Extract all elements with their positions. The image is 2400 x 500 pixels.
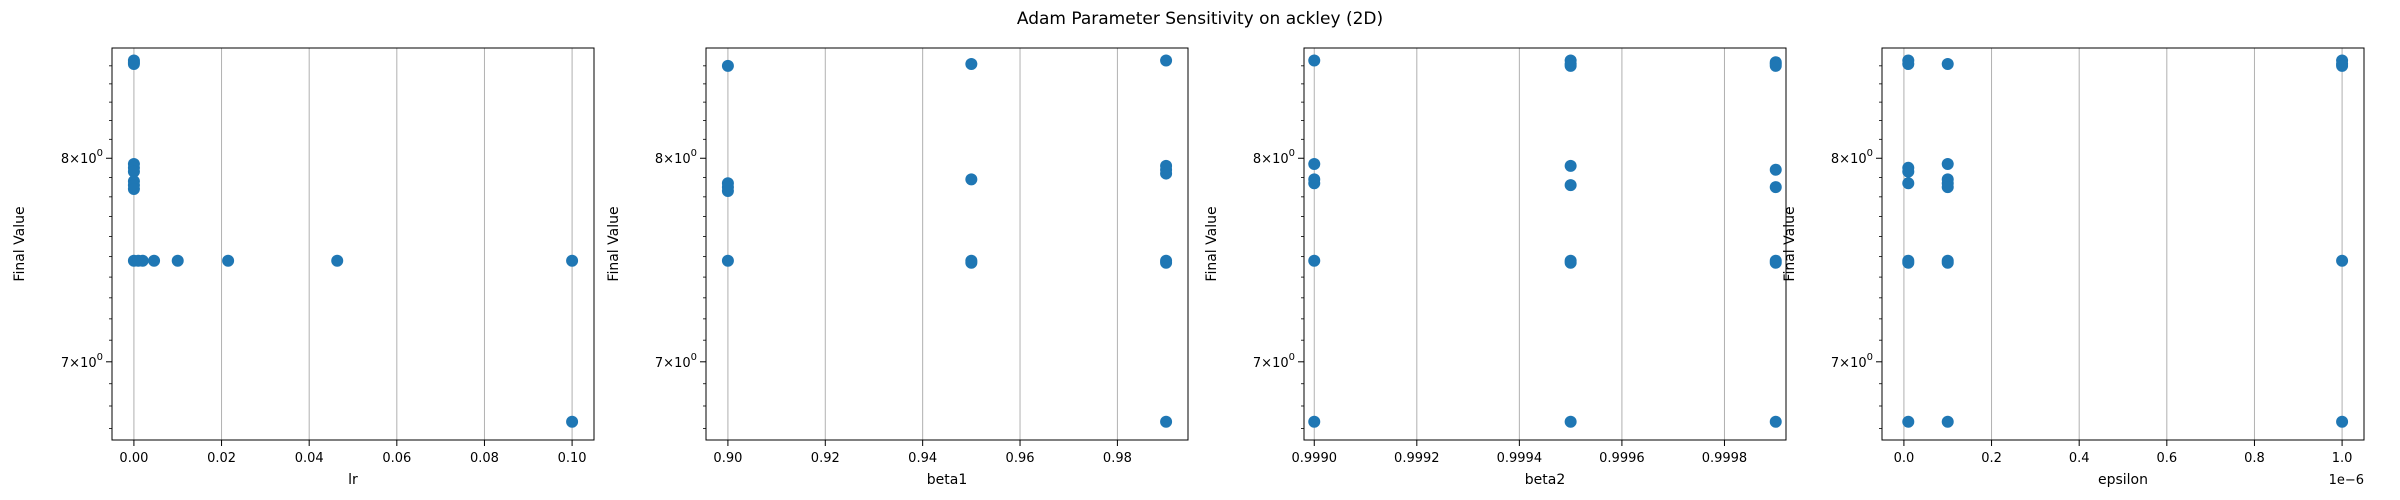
x-tick-label: 0.9996 bbox=[1599, 451, 1645, 466]
x-axis-label: epsilon bbox=[2098, 472, 2148, 488]
subplot-4: 8×100 7×100 0.0 0.2 0.4 0.6 0.8 1.0 epsilon Final… bbox=[1782, 47, 2365, 488]
y-tick-label: 7×100 bbox=[655, 352, 697, 371]
data-point bbox=[1769, 181, 1782, 194]
data-point bbox=[136, 254, 149, 267]
data-point bbox=[1941, 181, 1954, 194]
data-point bbox=[1160, 256, 1173, 269]
data-point bbox=[1902, 256, 1915, 269]
data-point bbox=[1769, 59, 1782, 72]
y-axis-label: Final Value bbox=[1204, 206, 1220, 281]
data-point bbox=[1941, 58, 1954, 71]
axes-frame bbox=[705, 47, 1189, 441]
data-point bbox=[965, 173, 978, 186]
x-tick-label: 0.96 bbox=[1006, 451, 1035, 466]
data-point bbox=[1902, 415, 1915, 428]
y-tick-label: 8×100 bbox=[1831, 148, 1873, 167]
axes-frame bbox=[111, 47, 595, 441]
x-tick-label: 0.04 bbox=[295, 451, 324, 466]
data-point bbox=[1308, 54, 1321, 67]
data-point bbox=[331, 254, 344, 267]
x-tick-label: 0.98 bbox=[1103, 451, 1132, 466]
data-point bbox=[566, 415, 579, 428]
axes-frame bbox=[1303, 47, 1787, 441]
subplot-1: 8×100 7×100 0.00 0.02 0.04 0.06 0.08 0.10 lr Fina… bbox=[12, 47, 595, 488]
data-point bbox=[1160, 54, 1173, 67]
x-tick-label: 0.02 bbox=[207, 451, 236, 466]
x-tick-label: 0.2 bbox=[1981, 451, 2002, 466]
data-point bbox=[1308, 177, 1321, 190]
data-point bbox=[965, 256, 978, 269]
data-point bbox=[1941, 415, 1954, 428]
y-tick-label: 8×100 bbox=[1253, 148, 1295, 167]
data-point bbox=[721, 59, 734, 72]
x-tick-label: 0.9992 bbox=[1394, 451, 1440, 466]
data-point bbox=[148, 254, 161, 267]
y-axis-label: Final Value bbox=[606, 206, 622, 281]
x-tick-label: 0.10 bbox=[558, 451, 587, 466]
data-point bbox=[1941, 157, 1954, 170]
x-tick-label: 0.9990 bbox=[1292, 451, 1338, 466]
data-point bbox=[1769, 163, 1782, 176]
data-point bbox=[1564, 59, 1577, 72]
figure-title: Adam Parameter Sensitivity on ackley (2D… bbox=[1017, 9, 1383, 29]
data-point bbox=[2336, 415, 2349, 428]
x-axis-label: beta2 bbox=[1525, 472, 1565, 488]
data-point bbox=[721, 184, 734, 197]
data-point bbox=[721, 254, 734, 267]
data-point bbox=[1160, 415, 1173, 428]
data-point bbox=[1902, 165, 1915, 178]
x-tick-label: 0.6 bbox=[2156, 451, 2177, 466]
data-point bbox=[1308, 157, 1321, 170]
x-tick-label: 0.00 bbox=[119, 451, 148, 466]
x-tick-label: 0.9998 bbox=[1702, 451, 1748, 466]
data-point bbox=[1564, 256, 1577, 269]
data-point bbox=[127, 165, 140, 178]
x-tick-label: 0.08 bbox=[470, 451, 499, 466]
data-point bbox=[171, 254, 184, 267]
data-point bbox=[1902, 177, 1915, 190]
subplot-2: 8×100 7×100 0.90 0.92 0.94 0.96 0.98 beta1 Final… bbox=[606, 47, 1189, 488]
data-point bbox=[1941, 256, 1954, 269]
x-tick-label: 0.9994 bbox=[1497, 451, 1543, 466]
x-tick-label: 0.4 bbox=[2069, 451, 2090, 466]
data-point bbox=[1308, 254, 1321, 267]
data-point bbox=[566, 254, 579, 267]
x-tick-label: 0.06 bbox=[382, 451, 411, 466]
data-point bbox=[1160, 167, 1173, 180]
data-point bbox=[1564, 415, 1577, 428]
x-tick-label: 0.94 bbox=[908, 451, 937, 466]
data-point bbox=[965, 58, 978, 71]
y-tick-label: 7×100 bbox=[1253, 352, 1295, 371]
y-axis-label: Final Value bbox=[12, 206, 28, 281]
data-point bbox=[1308, 415, 1321, 428]
x-axis-label: beta1 bbox=[927, 472, 967, 488]
data-point bbox=[127, 58, 140, 71]
x-tick-label: 0.8 bbox=[2244, 451, 2265, 466]
x-tick-label: 1.0 bbox=[2332, 451, 2353, 466]
y-tick-label: 7×100 bbox=[61, 352, 103, 371]
data-point bbox=[1769, 256, 1782, 269]
subplots: 8×100 7×100 0.00 0.02 0.04 0.06 0.08 0.10 lr Fina… bbox=[12, 47, 2365, 488]
subplot-3: 8×100 7×100 0.9990 0.9992 0.9994 0.9996 0.9998… bbox=[1204, 47, 1787, 488]
x-offset-label: 1e−6 bbox=[2329, 473, 2364, 488]
data-point bbox=[1564, 179, 1577, 192]
data-point bbox=[127, 183, 140, 196]
x-tick-label: 0.90 bbox=[713, 451, 742, 466]
data-point bbox=[2336, 254, 2349, 267]
y-axis-label: Final Value bbox=[1782, 206, 1798, 281]
data-point bbox=[1564, 159, 1577, 172]
y-tick-label: 8×100 bbox=[61, 148, 103, 167]
x-axis-label: lr bbox=[348, 472, 358, 488]
data-point bbox=[1769, 415, 1782, 428]
y-tick-label: 7×100 bbox=[1831, 352, 1873, 371]
x-tick-label: 0.0 bbox=[1894, 451, 1915, 466]
data-point bbox=[2336, 59, 2349, 72]
data-point bbox=[222, 254, 235, 267]
x-tick-label: 0.92 bbox=[811, 451, 840, 466]
data-point bbox=[1902, 58, 1915, 71]
axes-frame bbox=[1881, 47, 2365, 441]
y-tick-label: 8×100 bbox=[655, 148, 697, 167]
